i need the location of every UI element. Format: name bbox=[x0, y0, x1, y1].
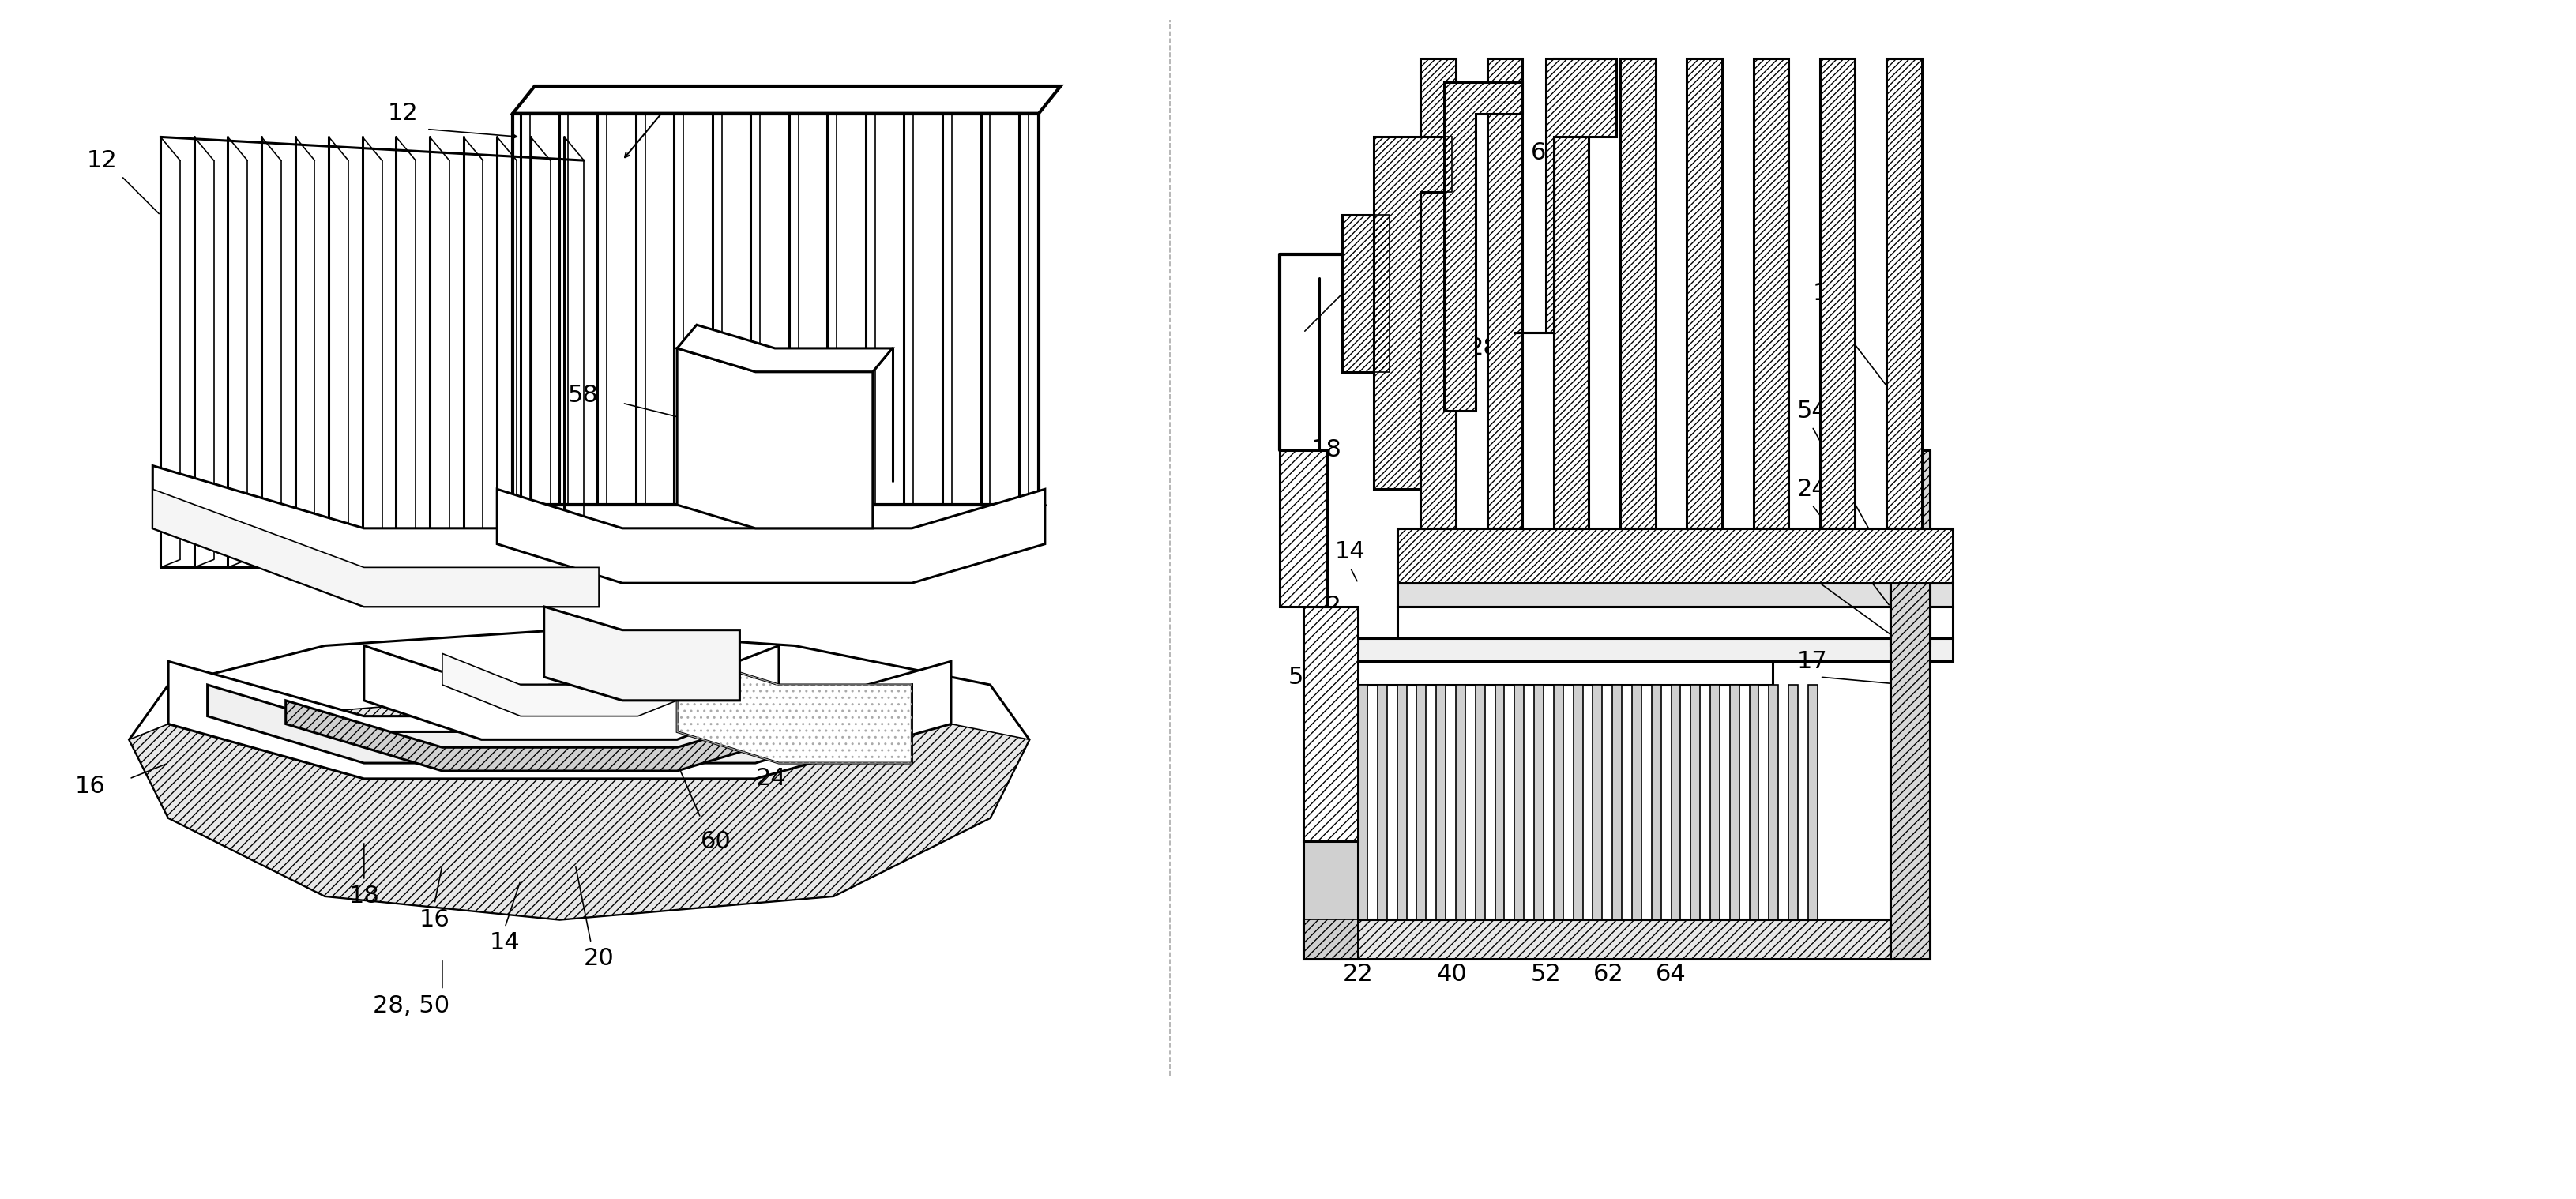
Polygon shape bbox=[497, 489, 1046, 583]
Polygon shape bbox=[1494, 685, 1504, 920]
Polygon shape bbox=[677, 325, 891, 372]
Polygon shape bbox=[1396, 685, 1406, 920]
Polygon shape bbox=[1280, 450, 1327, 607]
Polygon shape bbox=[443, 653, 716, 716]
Text: 17: 17 bbox=[1795, 650, 1826, 673]
Bar bbox=[1396, 583, 1953, 607]
Text: 16: 16 bbox=[420, 908, 451, 932]
Polygon shape bbox=[1690, 685, 1700, 920]
Polygon shape bbox=[1553, 59, 1589, 529]
Polygon shape bbox=[152, 489, 598, 607]
Text: 20: 20 bbox=[1381, 228, 1412, 251]
Polygon shape bbox=[1422, 59, 1455, 529]
Bar bbox=[1396, 607, 1953, 638]
Polygon shape bbox=[1749, 685, 1759, 920]
Polygon shape bbox=[1515, 59, 1615, 332]
Polygon shape bbox=[1342, 216, 1388, 372]
Text: 52: 52 bbox=[1530, 963, 1561, 986]
Polygon shape bbox=[1303, 607, 1358, 842]
Polygon shape bbox=[1672, 685, 1680, 920]
Polygon shape bbox=[1358, 685, 1368, 920]
Text: 54: 54 bbox=[1795, 399, 1826, 422]
Polygon shape bbox=[1687, 59, 1721, 529]
Text: 12: 12 bbox=[389, 102, 417, 125]
Polygon shape bbox=[1535, 685, 1543, 920]
Polygon shape bbox=[129, 693, 1030, 920]
Text: 62: 62 bbox=[1592, 963, 1623, 986]
Polygon shape bbox=[1574, 685, 1582, 920]
Polygon shape bbox=[544, 607, 739, 700]
Text: 50: 50 bbox=[1492, 243, 1522, 266]
Polygon shape bbox=[1891, 450, 1929, 959]
Bar bbox=[1891, 920, 1929, 959]
Text: 24: 24 bbox=[1795, 477, 1826, 501]
Polygon shape bbox=[513, 86, 1061, 114]
Polygon shape bbox=[1731, 685, 1739, 920]
Text: 56: 56 bbox=[1288, 665, 1319, 688]
Polygon shape bbox=[363, 646, 778, 740]
Text: 16: 16 bbox=[75, 775, 106, 799]
Polygon shape bbox=[1553, 685, 1564, 920]
Polygon shape bbox=[129, 629, 1030, 920]
Polygon shape bbox=[1633, 685, 1641, 920]
Polygon shape bbox=[1651, 685, 1662, 920]
Text: 22: 22 bbox=[1342, 963, 1373, 986]
Text: 18: 18 bbox=[1311, 439, 1342, 462]
Polygon shape bbox=[152, 465, 598, 607]
Polygon shape bbox=[1455, 685, 1466, 920]
Polygon shape bbox=[1886, 59, 1922, 529]
Text: 40: 40 bbox=[1437, 963, 1468, 986]
Text: 58: 58 bbox=[567, 384, 598, 406]
Text: 60: 60 bbox=[1530, 141, 1561, 164]
Polygon shape bbox=[677, 348, 873, 529]
Polygon shape bbox=[1770, 685, 1777, 920]
Polygon shape bbox=[1710, 685, 1721, 920]
Polygon shape bbox=[1788, 685, 1798, 920]
Text: 14: 14 bbox=[1334, 541, 1365, 564]
Bar bbox=[1327, 638, 1953, 662]
Polygon shape bbox=[1437, 685, 1445, 920]
Polygon shape bbox=[209, 685, 912, 763]
Polygon shape bbox=[1620, 59, 1656, 529]
Text: 18: 18 bbox=[348, 885, 379, 908]
Polygon shape bbox=[1373, 137, 1453, 489]
Text: 17: 17 bbox=[873, 712, 904, 735]
Text: 32: 32 bbox=[1311, 595, 1342, 617]
Polygon shape bbox=[167, 662, 951, 778]
Polygon shape bbox=[1754, 59, 1788, 529]
Polygon shape bbox=[1486, 59, 1522, 529]
Text: 14: 14 bbox=[489, 932, 520, 954]
Polygon shape bbox=[1378, 685, 1386, 920]
Text: 12: 12 bbox=[88, 149, 116, 171]
Polygon shape bbox=[1417, 685, 1427, 920]
Polygon shape bbox=[1819, 59, 1855, 529]
Text: 10: 10 bbox=[665, 86, 696, 109]
Polygon shape bbox=[1303, 842, 1358, 959]
Polygon shape bbox=[1592, 685, 1602, 920]
Text: 64: 64 bbox=[1656, 963, 1687, 986]
Polygon shape bbox=[677, 653, 912, 763]
Polygon shape bbox=[1515, 685, 1525, 920]
Text: 28: 28 bbox=[1468, 337, 1499, 360]
Polygon shape bbox=[1613, 685, 1623, 920]
Polygon shape bbox=[1445, 83, 1522, 411]
Polygon shape bbox=[1476, 685, 1484, 920]
Polygon shape bbox=[1396, 529, 1953, 583]
Text: 12: 12 bbox=[1814, 282, 1842, 305]
Text: 60: 60 bbox=[701, 830, 732, 852]
Text: 16: 16 bbox=[1795, 556, 1826, 579]
Text: 28, 50: 28, 50 bbox=[374, 994, 448, 1017]
Bar bbox=[1891, 529, 1929, 646]
Text: 24: 24 bbox=[755, 767, 786, 790]
Bar bbox=[1303, 920, 1891, 959]
Text: 20: 20 bbox=[585, 947, 613, 970]
Text: 26: 26 bbox=[1430, 282, 1461, 305]
Bar bbox=[1342, 662, 1772, 685]
Polygon shape bbox=[1808, 685, 1819, 920]
Polygon shape bbox=[286, 700, 835, 771]
